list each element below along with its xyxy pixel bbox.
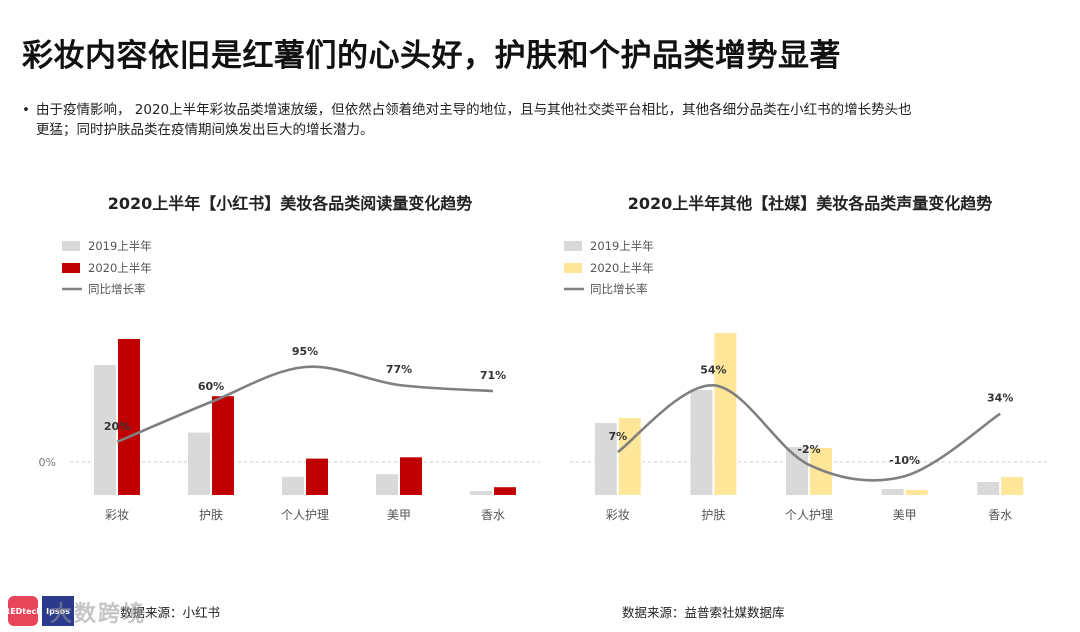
summary-bullet: • 由于疫情影响， 2020上半年彩妆品类增速放缓，但依然占领着绝对主导的地位，… <box>22 100 922 140</box>
ipsos-logo: Ipsos <box>42 596 74 626</box>
bullet-mark: • <box>22 102 30 118</box>
bar-2-2 <box>714 333 737 495</box>
category-label-4: 美甲 <box>893 508 917 522</box>
category-label-3: 个人护理 <box>785 508 833 522</box>
growth-rate-label-4: 77% <box>386 363 412 376</box>
growth-rate-line <box>116 365 494 444</box>
legend-label-1: 2019上半年 <box>590 239 654 253</box>
bar-1-2 <box>188 432 210 495</box>
bar-2-5 <box>1001 477 1024 495</box>
right-chart-title: 2020上半年其他【社媒】美妆各品类声量变化趋势 <box>627 194 993 213</box>
page-title: 彩妆内容依旧是红薯们的心头好，护肤和个护品类增势显著 <box>22 38 841 74</box>
bar-1-1 <box>94 365 116 495</box>
bar-2-3 <box>306 458 328 495</box>
category-label-2: 护肤 <box>199 507 223 522</box>
bar-2-4 <box>905 490 928 495</box>
legend-swatch-1 <box>62 241 80 251</box>
left-data-source: 数据来源：小红书 <box>120 605 221 620</box>
legend-label-1: 2019上半年 <box>88 239 152 253</box>
category-label-5: 香水 <box>988 508 1012 522</box>
legend-label-2: 2020上半年 <box>88 261 152 275</box>
bar-1-3 <box>282 476 304 495</box>
growth-rate-label-2: 54% <box>700 363 726 376</box>
growth-rate-label-1: 20% <box>104 420 130 433</box>
growth-rate-label-1: 7% <box>608 430 627 443</box>
left-chart-title: 2020上半年【小红书】美妆各品类阅读量变化趋势 <box>107 194 473 213</box>
legend-line-label: 同比增长率 <box>88 282 146 296</box>
category-label-1: 彩妆 <box>105 508 129 522</box>
legend-line-label: 同比增长率 <box>590 282 648 296</box>
growth-rate-label-3: -2% <box>797 443 820 456</box>
growth-rate-label-2: 60% <box>198 380 224 393</box>
growth-rate-label-4: -10% <box>889 454 920 467</box>
summary-text: 由于疫情影响， 2020上半年彩妆品类增速放缓，但依然占领着绝对主导的地位，且与… <box>36 102 912 138</box>
growth-rate-label-5: 34% <box>987 392 1013 405</box>
growth-rate-label-5: 71% <box>480 369 506 382</box>
legend-label-2: 2020上半年 <box>590 261 654 275</box>
watermark: 大数跨境 <box>50 602 147 627</box>
legend-swatch-2 <box>62 263 80 273</box>
bar-1-4 <box>881 489 904 495</box>
growth-rate-label-3: 95% <box>292 345 318 358</box>
category-label-2: 护肤 <box>701 507 725 522</box>
growth-rate-line <box>617 384 1001 482</box>
legend-swatch-1 <box>564 241 582 251</box>
category-label-1: 彩妆 <box>606 508 630 522</box>
zero-axis-label: 0% <box>39 456 56 469</box>
bar-1-4 <box>376 474 398 495</box>
category-label-4: 美甲 <box>387 508 411 522</box>
bar-2-5 <box>494 487 516 495</box>
bar-2-4 <box>400 457 422 495</box>
bar-2-2 <box>212 396 234 495</box>
bar-1-2 <box>690 390 713 495</box>
category-label-3: 个人护理 <box>281 508 329 522</box>
legend-swatch-2 <box>564 263 582 273</box>
bar-1-1 <box>594 423 617 495</box>
redtech-logo: REDtech <box>4 596 42 626</box>
bar-2-1 <box>118 339 140 495</box>
bar-2-3 <box>810 448 832 495</box>
bar-1-5 <box>977 482 1000 495</box>
right-data-source: 数据来源：益普索社媒数据库 <box>622 605 785 620</box>
category-label-5: 香水 <box>481 508 505 522</box>
bar-1-3 <box>786 447 808 495</box>
bar-1-5 <box>470 491 492 495</box>
